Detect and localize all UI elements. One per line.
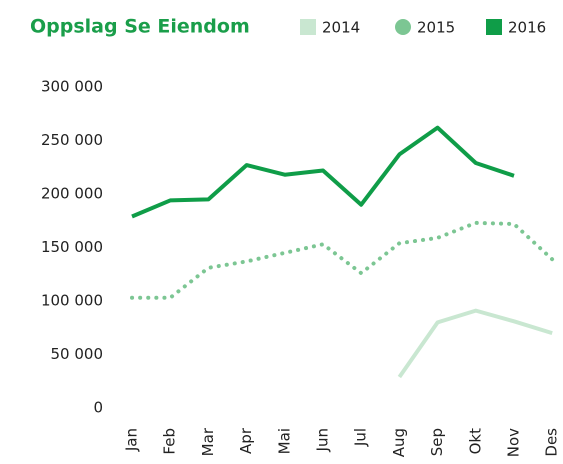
x-tick-label: Des xyxy=(543,428,561,457)
x-tick-label: Aug xyxy=(390,428,408,457)
series-line xyxy=(131,125,515,219)
x-tick-label: Jan xyxy=(123,428,141,452)
legend-label: 2014 xyxy=(322,19,360,37)
x-tick-label: Okt xyxy=(466,428,484,454)
legend-label: 2015 xyxy=(417,19,455,37)
y-tick-label: 0 xyxy=(93,399,103,417)
y-tick-label: 250 000 xyxy=(41,131,103,149)
y-tick-label: 300 000 xyxy=(41,78,103,96)
x-tick-label: Mai xyxy=(275,428,293,454)
y-tick-label: 50 000 xyxy=(51,345,104,363)
x-tick-label: Sep xyxy=(428,428,446,456)
x-tick-label: Apr xyxy=(237,427,255,454)
series-line xyxy=(397,308,553,379)
chart-title: Oppslag Se Eiendom xyxy=(30,16,250,38)
y-tick-label: 150 000 xyxy=(41,238,103,256)
x-tick-label: Mar xyxy=(199,427,217,456)
series-line xyxy=(130,220,555,300)
legend-marker xyxy=(486,19,502,35)
legend-marker xyxy=(395,19,411,35)
x-tick-label: Feb xyxy=(161,428,179,455)
y-tick-label: 100 000 xyxy=(41,292,103,310)
x-tick-label: Jun xyxy=(314,428,332,452)
legend-marker xyxy=(300,19,316,35)
y-tick-label: 200 000 xyxy=(41,185,103,203)
x-tick-label: Jul xyxy=(352,428,370,447)
x-tick-label: Nov xyxy=(505,428,523,457)
legend-label: 2016 xyxy=(508,19,546,37)
